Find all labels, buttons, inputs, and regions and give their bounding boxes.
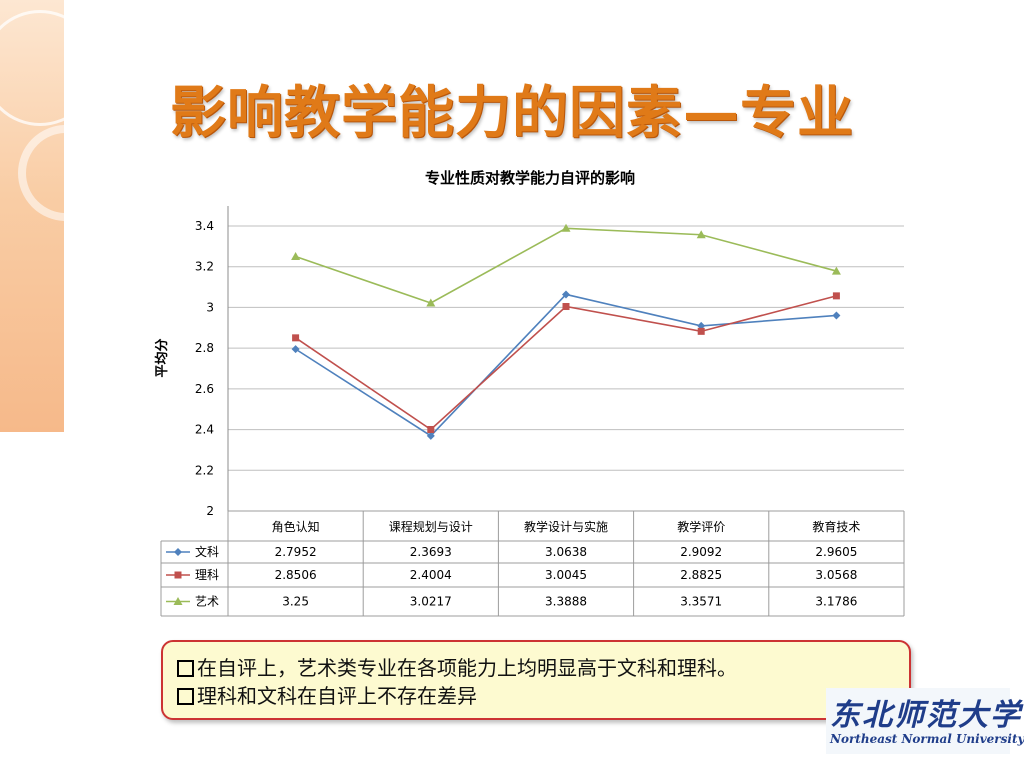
data-point: [426, 298, 436, 307]
data-point: [173, 597, 183, 605]
category-label: 课程规划与设计: [389, 519, 473, 534]
checkbox-bullet-icon: [177, 659, 194, 677]
note-text: 在自评上，艺术类专业在各项能力上均明显高于文科和理科。: [197, 656, 737, 680]
data-point: [291, 252, 301, 261]
table-value: 2.9605: [815, 545, 857, 559]
table-value: 2.8825: [680, 568, 722, 582]
data-point: [174, 571, 182, 579]
y-tick-label: 2.6: [195, 382, 214, 396]
checkbox-bullet-icon: [177, 687, 194, 705]
note-line: 在自评上，艺术类专业在各项能力上均明显高于文科和理科。: [177, 654, 895, 682]
y-tick-label: 2: [206, 504, 214, 518]
chart-title: 专业性质对教学能力自评的影响: [425, 169, 635, 187]
data-point: [696, 230, 706, 239]
data-point: [562, 303, 570, 311]
note-line: 理科和文科在自评上不存在差异: [177, 682, 895, 710]
legend-label: 理科: [195, 568, 219, 582]
table-value: 3.1786: [815, 595, 857, 609]
logo-cn-text: 东北师范大学: [830, 698, 1022, 733]
data-point: [832, 311, 841, 320]
table-value: 3.0217: [410, 595, 452, 609]
logo-en-text: Northeast Normal University: [830, 732, 1024, 746]
y-tick-label: 3.2: [195, 260, 214, 274]
data-point: [832, 292, 840, 300]
table-value: 3.25: [282, 595, 309, 609]
data-point: [426, 431, 435, 440]
table-value: 3.3571: [680, 595, 722, 609]
table-value: 2.3693: [410, 545, 452, 559]
notes-box: 在自评上，艺术类专业在各项能力上均明显高于文科和理科。 理科和文科在自评上不存在…: [161, 640, 911, 720]
series-line: [295, 293, 837, 437]
table-value: 2.4004: [410, 568, 452, 582]
decorative-ring: [0, 10, 64, 126]
table-value: 2.7952: [275, 545, 317, 559]
series-line: [295, 295, 837, 431]
table-value: 3.0045: [545, 568, 587, 582]
note-text: 理科和文科在自评上不存在差异: [197, 684, 477, 708]
data-point: [831, 266, 841, 275]
data-point: [427, 425, 435, 433]
table-value: 2.8506: [275, 568, 317, 582]
legend-label: 文科: [195, 544, 219, 559]
data-point: [292, 334, 300, 342]
data-point: [697, 327, 705, 335]
category-label: 教学评价: [677, 519, 725, 534]
slide-title: 影响教学能力的因素—专业: [170, 81, 854, 146]
data-point: [174, 548, 182, 556]
y-tick-label: 2.8: [195, 341, 214, 355]
y-tick-label: 2.4: [195, 423, 214, 437]
y-tick-label: 3: [206, 300, 214, 314]
table-value: 2.9092: [680, 545, 722, 559]
y-axis-label: 平均分: [154, 338, 170, 377]
data-point: [561, 223, 571, 232]
y-tick-label: 3.4: [195, 219, 214, 233]
data-point: [562, 290, 570, 299]
table-value: 3.0568: [815, 568, 857, 582]
data-point: [291, 345, 300, 354]
table-value: 3.3888: [545, 595, 587, 609]
legend-label: 艺术: [195, 595, 219, 609]
y-tick-label: 2.2: [195, 463, 214, 477]
university-logo: 东北师范大学 Northeast Normal University: [826, 688, 1024, 754]
category-label: 教学设计与实施: [524, 519, 608, 534]
category-label: 教育技术: [812, 519, 860, 534]
category-label: 角色认知: [272, 520, 320, 534]
table-value: 3.0638: [545, 545, 587, 559]
side-decoration: [0, 0, 64, 432]
